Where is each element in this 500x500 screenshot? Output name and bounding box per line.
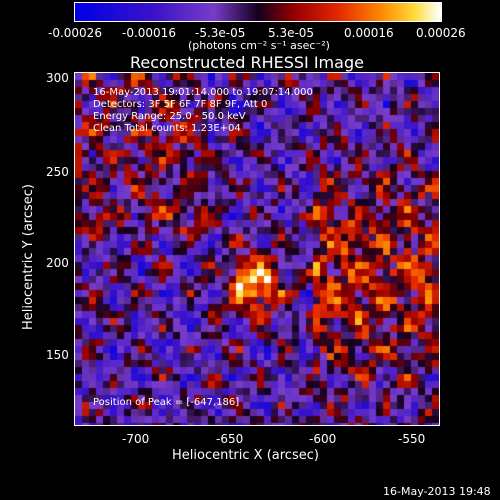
info-line: Detectors: 3F 5F 6F 7F 8F 9F, Att 0 <box>93 99 268 110</box>
y-tick-label: 250 <box>46 165 69 179</box>
x-axis-label: Heliocentric X (arcsec) <box>172 448 319 463</box>
y-axis-label: Heliocentric Y (arcsec) <box>21 184 36 330</box>
x-tick-label: -700 <box>122 432 150 446</box>
peak-position-label: Position of Peak = [-647,186] <box>93 397 240 408</box>
rhessi-image <box>75 73 439 425</box>
colorbar-tick-label: -0.00016 <box>122 26 176 40</box>
x-tick-label: -550 <box>398 432 426 446</box>
plot-title: Reconstructed RHESSI Image <box>130 53 364 72</box>
colorbar-tick-label: 0.00026 <box>416 26 466 40</box>
info-line: Clean Total counts: 1.23E+04 <box>93 123 241 134</box>
image-plot <box>74 72 440 426</box>
footer-timestamp: 16-May-2013 19:48 <box>383 485 491 498</box>
colorbar-unit-label: (photons cm⁻² s⁻¹ asec⁻²) <box>188 39 330 52</box>
y-tick-label: 150 <box>46 348 69 362</box>
colorbar-tick-label: -5.3e-05 <box>195 26 246 40</box>
colorbar-gradient <box>75 3 441 21</box>
y-tick-label: 200 <box>46 256 69 270</box>
info-line: 16-May-2013 19:01:14.000 to 19:07:14.000 <box>93 87 313 98</box>
info-line: Energy Range: 25.0 - 50.0 keV <box>93 111 246 122</box>
x-tick-label: -600 <box>309 432 337 446</box>
colorbar-tick-label: 0.00016 <box>344 26 394 40</box>
colorbar <box>74 2 442 22</box>
x-tick-label: -650 <box>216 432 244 446</box>
colorbar-tick-label: 5.3e-05 <box>268 26 315 40</box>
colorbar-tick-label: -0.00026 <box>48 26 102 40</box>
y-tick-label: 300 <box>46 71 69 85</box>
